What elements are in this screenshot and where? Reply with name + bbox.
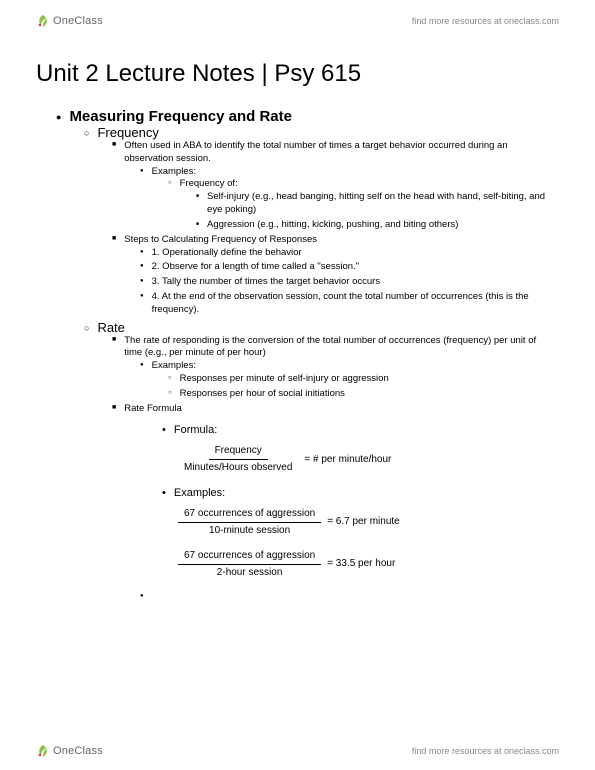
leaf-icon [36, 14, 50, 28]
section-heading-text: Measuring Frequency and Rate [69, 108, 292, 125]
example2-numerator: 67 occurrences of aggression [178, 549, 321, 565]
freq-step-2: 2. Observe for a length of time called a… [140, 261, 559, 274]
example1-result: = 6.7 per minute [327, 515, 400, 529]
formula-word: Formula: [162, 423, 559, 438]
example1-equation: 67 occurrences of aggression 10-minute s… [178, 507, 559, 537]
brand-logo-footer: OneClass [36, 744, 103, 758]
freq-label: Frequency [97, 125, 158, 140]
rate-ex1: Responses per minute of self-injury or a… [168, 373, 559, 386]
example2-fraction: 67 occurrences of aggression 2-hour sess… [178, 549, 321, 579]
freq-examples-sub: Frequency of: Self-injury (e.g., head ba… [168, 178, 559, 231]
examples2-word: Examples: [162, 486, 559, 501]
page-footer: OneClass find more resources at oneclass… [36, 744, 559, 758]
formula-result: = # per minute/hour [304, 453, 391, 467]
rate-ex2: Responses per hour of social initiations [168, 388, 559, 401]
example2-result: = 33.5 per hour [327, 557, 395, 571]
example1-numerator: 67 occurrences of aggression [178, 507, 321, 523]
example2-equation: 67 occurrences of aggression 2-hour sess… [178, 549, 559, 579]
footer-tagline: find more resources at oneclass.com [412, 746, 559, 756]
example1-fraction: 67 occurrences of aggression 10-minute s… [178, 507, 321, 537]
formula-equation: Frequency Minutes/Hours observed = # per… [178, 444, 559, 474]
formula-section: Formula: Frequency Minutes/Hours observe… [162, 423, 559, 579]
example1-denominator: 10-minute session [203, 523, 296, 538]
freq-ex1: Self-injury (e.g., head banging, hitting… [196, 191, 559, 217]
brand-logo: OneClass [36, 14, 103, 28]
freq-steps-label: Steps to Calculating Frequency of Respon… [112, 234, 559, 317]
leaf-icon [36, 744, 50, 758]
header-tagline: find more resources at oneclass.com [412, 16, 559, 26]
freq-examples-label: Examples: Frequency of: Self-injury (e.g… [140, 166, 559, 232]
freq-step-3: 3. Tally the number of times the target … [140, 276, 559, 289]
rate-desc: The rate of responding is the conversion… [112, 335, 559, 401]
page-header: OneClass find more resources at oneclass… [36, 14, 559, 28]
brand-name: OneClass [53, 15, 103, 27]
formula-fraction: Frequency Minutes/Hours observed [178, 444, 298, 474]
freq-step-1: 1. Operationally define the behavior [140, 247, 559, 260]
example2-denominator: 2-hour session [211, 565, 289, 580]
empty-bullet [140, 591, 559, 604]
formula-denominator: Minutes/Hours observed [178, 460, 298, 475]
outline-root: Measuring Frequency and Rate Frequency O… [56, 108, 559, 604]
rate-label: Rate [97, 320, 124, 335]
rate-examples-label: Examples: Responses per minute of self-i… [140, 360, 559, 400]
freq-step-4: 4. At the end of the observation session… [140, 291, 559, 317]
rate-heading: Rate The rate of responding is the conve… [84, 320, 559, 604]
freq-desc: Often used in ABA to identify the total … [112, 140, 559, 232]
page-title: Unit 2 Lecture Notes | Psy 615 [36, 60, 559, 88]
brand-name-footer: OneClass [53, 745, 103, 757]
freq-ex2: Aggression (e.g., hitting, kicking, push… [196, 219, 559, 232]
freq-heading: Frequency Often used in ABA to identify … [84, 125, 559, 317]
formula-numerator: Frequency [209, 444, 268, 460]
section-heading: Measuring Frequency and Rate Frequency O… [56, 108, 559, 604]
rate-formula-label: Rate Formula Formula: Frequency Minutes/… [112, 403, 559, 604]
